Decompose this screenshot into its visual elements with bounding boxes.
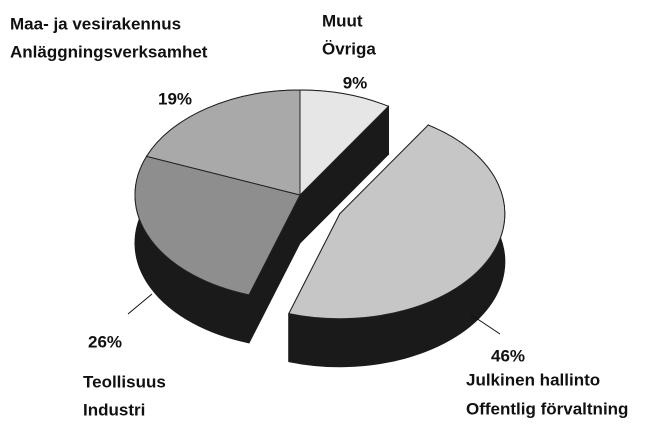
category-label: Maa- ja vesirakennus <box>10 14 181 33</box>
category-label: Anläggningsverksamhet <box>10 42 208 61</box>
leader-line <box>469 313 501 335</box>
category-label: Övriga <box>322 39 376 58</box>
labels: 9% Muut Övriga 46% Julkinen hallinto Offentli… <box>10 11 628 419</box>
value-label: 26% <box>88 332 122 351</box>
category-label: Offentlig förvaltning <box>466 399 628 418</box>
pie-slice <box>288 124 506 320</box>
category-label: Muut <box>322 11 363 30</box>
value-label: 19% <box>158 89 192 108</box>
value-label: 46% <box>491 346 525 365</box>
category-label: Julkinen hallinto <box>466 370 600 389</box>
pie-tops <box>134 89 506 320</box>
pie-slice <box>145 89 301 196</box>
leader-line <box>127 293 153 315</box>
category-label: Industri <box>83 400 145 419</box>
category-label: Teollisuus <box>83 372 166 391</box>
pie-slice <box>134 155 301 296</box>
pie-slice <box>299 89 390 197</box>
value-label: 9% <box>343 73 368 92</box>
